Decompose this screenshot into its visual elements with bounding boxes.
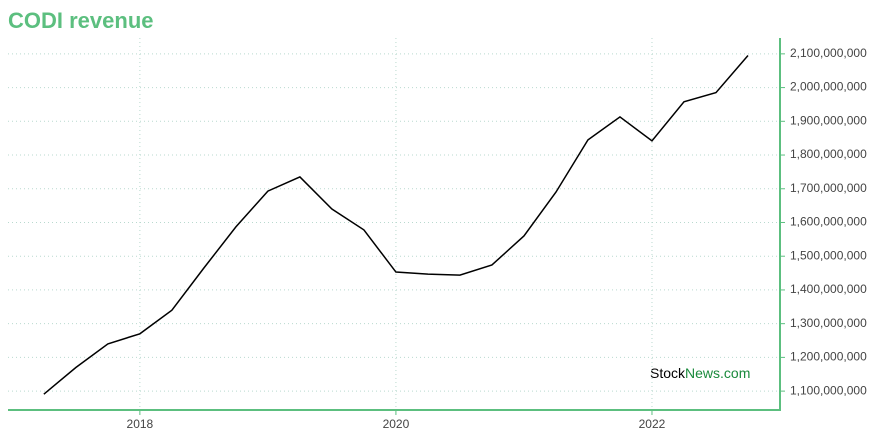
line (43, 55, 749, 395)
y-tick-label: 2,100,000,000 (790, 46, 867, 60)
y-tick-label: 1,500,000,000 (790, 248, 867, 262)
chart-title: CODI revenue (8, 8, 154, 33)
x-tick-label: 2022 (639, 417, 666, 431)
y-tick-label: 1,400,000,000 (790, 282, 867, 296)
y-tick-label: 1,700,000,000 (790, 181, 867, 195)
y-tick-label: 1,800,000,000 (790, 147, 867, 161)
watermark: StockNews.com (650, 365, 750, 381)
y-tick-label: 2,000,000,000 (790, 80, 867, 94)
watermark-stock: Stock (650, 365, 686, 381)
x-tick-label: 2018 (127, 417, 154, 431)
x-tick-label: 2020 (383, 417, 410, 431)
y-tick-label: 1,900,000,000 (790, 113, 867, 127)
y-tick-label: 1,600,000,000 (790, 215, 867, 229)
y-tick-label: 1,100,000,000 (790, 383, 867, 397)
y-tick-label: 1,200,000,000 (790, 350, 867, 364)
watermark-news: News.com (685, 365, 750, 381)
y-tick-label: 1,300,000,000 (790, 316, 867, 330)
